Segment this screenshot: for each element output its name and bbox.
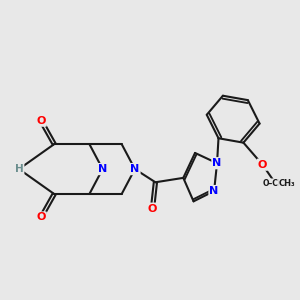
Text: N: N [98,164,107,174]
Text: N: N [130,164,140,174]
Text: O: O [36,116,46,126]
Text: O: O [148,204,157,214]
Text: N: N [212,158,222,168]
Text: O: O [36,212,46,223]
Text: H: H [15,164,23,174]
Text: N: N [209,186,219,196]
Text: CH₃: CH₃ [279,179,295,188]
Text: O–CH₃: O–CH₃ [263,179,289,188]
Text: O: O [258,160,267,170]
